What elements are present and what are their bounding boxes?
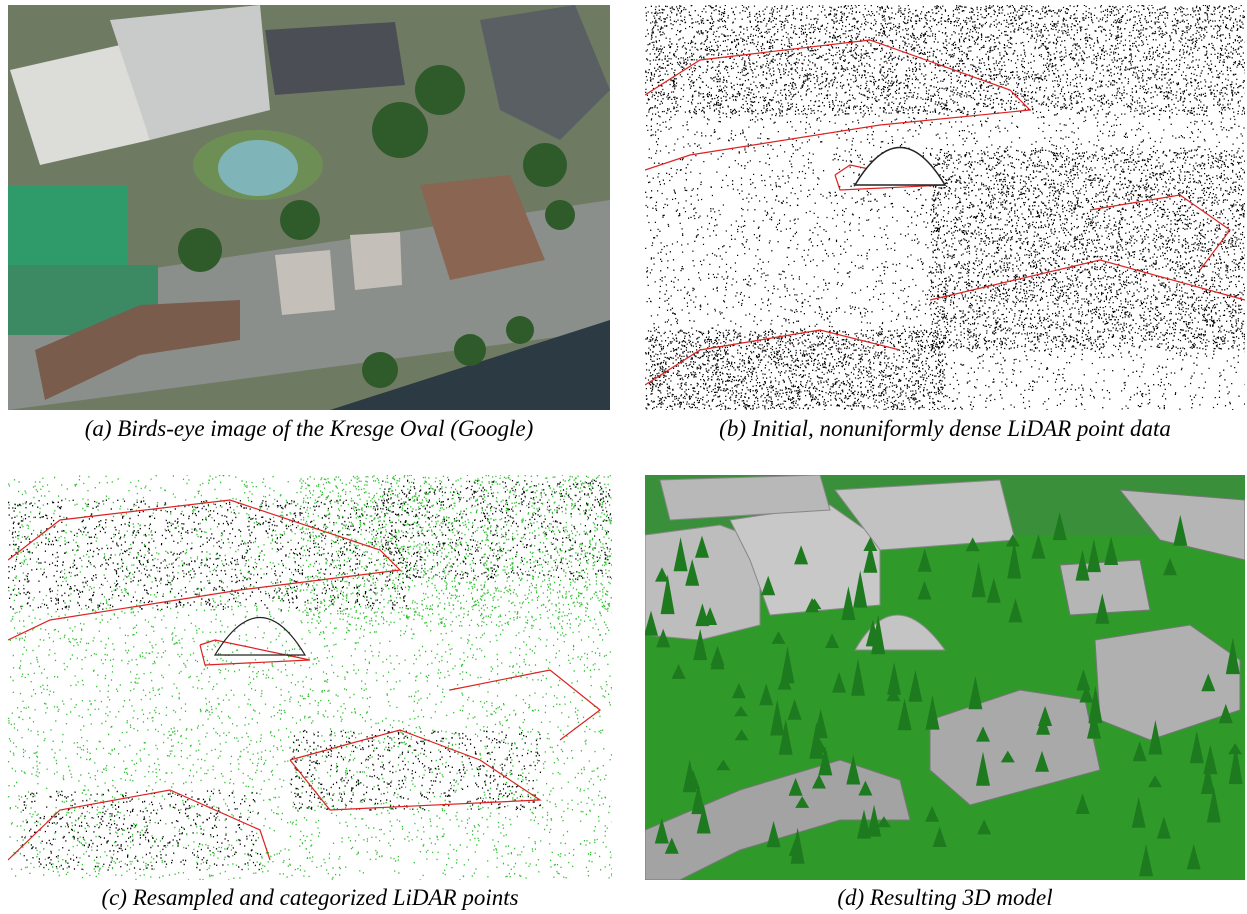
background — [645, 5, 1245, 410]
footprints — [8, 499, 601, 861]
building — [110, 5, 270, 140]
lidar-resampled — [8, 475, 612, 880]
building — [350, 232, 402, 290]
building — [35, 300, 240, 400]
caption: (a) Birds-eye image of the Kresge Oval (… — [85, 416, 534, 441]
caption: (d) Resulting 3D model — [837, 885, 1052, 910]
building — [10, 45, 150, 165]
dome — [213, 617, 307, 656]
trees — [178, 65, 575, 388]
aerial-image — [8, 5, 610, 410]
model-3d — [645, 475, 1245, 880]
building-points — [8, 479, 612, 871]
building — [275, 250, 335, 315]
trees — [645, 512, 1243, 877]
building — [929, 689, 1101, 806]
lidar-dense — [645, 5, 1245, 410]
building — [480, 5, 610, 140]
kresge-dome — [218, 140, 298, 196]
building — [420, 175, 545, 280]
footprints — [645, 39, 1245, 386]
dome — [853, 146, 947, 186]
building — [659, 475, 831, 521]
point-cloud — [645, 5, 1245, 410]
caption: (c) Resampled and categorized LiDAR poin… — [101, 885, 518, 910]
caption: (b) Initial, nonuniformly dense LiDAR po… — [719, 416, 1171, 441]
building — [265, 22, 405, 95]
